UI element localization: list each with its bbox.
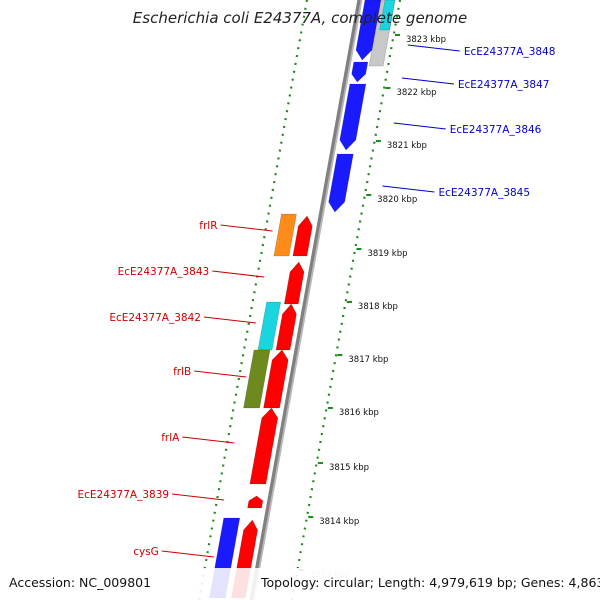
gene-features	[209, 0, 396, 599]
reverse-label-leader	[407, 44, 460, 52]
genome-summary-text: Topology: circular; Length: 4,979,619 bp…	[260, 575, 600, 590]
reverse-gene-3845	[328, 153, 354, 213]
tick-label: 3822 kbp	[396, 88, 436, 98]
forward-gene-3839	[247, 495, 264, 509]
backbone-shadow	[251, 0, 363, 600]
tick-label: 3817 kbp	[348, 355, 388, 365]
forward-label-leader	[172, 493, 225, 501]
inner-dotted-guide	[197, 0, 309, 600]
reverse-gene-3847	[351, 61, 369, 83]
forward-gene-cyan	[257, 301, 281, 351]
reverse-label-leader	[401, 77, 454, 85]
forward-gene-3843	[283, 261, 305, 305]
genome-backbone	[249, 0, 363, 600]
forward-gene-label: EcE24377A_3843	[118, 266, 210, 278]
footer-backdrop	[0, 568, 600, 600]
reverse-gene-3846	[339, 83, 367, 151]
forward-gene-orange	[273, 213, 297, 257]
forward-label-leader	[194, 370, 247, 378]
forward-gene-label: frlA	[161, 432, 180, 444]
tick-label: 3814 kbp	[319, 517, 359, 527]
forward-label-leader	[203, 316, 256, 324]
forward-gene-3842	[275, 303, 297, 351]
tick-label: 3819 kbp	[367, 249, 407, 259]
tick-label: 3818 kbp	[358, 302, 398, 312]
forward-label-leader	[212, 270, 265, 278]
forward-gene-label: EcE24377A_3839	[77, 489, 169, 501]
backbone-line	[249, 0, 361, 600]
dotted-track-guides	[197, 0, 402, 600]
forward-gene-frlB	[263, 349, 289, 409]
reverse-label-leader	[382, 185, 435, 193]
tick-label: 3815 kbp	[329, 463, 369, 473]
reverse-gene-label: EcE24377A_3847	[458, 79, 550, 91]
tick-label: 3816 kbp	[339, 408, 379, 418]
forward-gene-label: frlB	[173, 366, 191, 378]
gene-labels: frlR EcE24377A_3843 EcE24377A_3842 frlB frlA…	[77, 44, 556, 558]
reverse-gene-label: EcE24377A_3845	[438, 187, 530, 199]
tick-label: 3823 kbp	[406, 35, 446, 45]
tick-label: 3821 kbp	[387, 141, 427, 151]
accession-text: Accession: NC_009801	[9, 575, 151, 590]
forward-label-leader	[220, 224, 273, 232]
forward-gene-olive	[243, 349, 271, 409]
reverse-gene-cyan	[379, 0, 396, 31]
reverse-gene-label: EcE24377A_3848	[464, 46, 556, 58]
map-title: Escherichia coli E24377A, complete genom…	[133, 9, 467, 27]
forward-gene-frlR	[292, 215, 313, 257]
tick-marks: 3823 kbp 3822 kbp 3821 kbp 3820 kbp 3819 kbp…	[298, 34, 446, 580]
reverse-gene-label: EcE24377A_3846	[450, 124, 542, 136]
outer-dotted-guide	[290, 0, 402, 600]
forward-gene-frlA	[249, 407, 279, 485]
tick-label: 3820 kbp	[377, 195, 417, 205]
reverse-gene-3848	[355, 0, 382, 61]
forward-gene-label: EcE24377A_3842	[109, 312, 201, 324]
forward-label-leader	[182, 436, 235, 444]
forward-label-leader	[161, 550, 214, 558]
forward-gene-label: frlR	[199, 220, 217, 232]
forward-gene-label: cysG	[133, 546, 159, 558]
reverse-label-leader	[393, 122, 446, 130]
